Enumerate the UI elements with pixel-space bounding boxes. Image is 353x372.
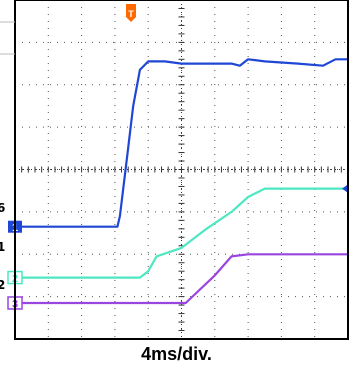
trigger-position-marker: T (126, 4, 136, 22)
traces (15, 58, 348, 305)
plot-border (14, 0, 349, 340)
left-cut-label-2: 1 (0, 240, 6, 254)
trace-channel-3 (15, 253, 348, 305)
x-axis-label: 4ms/div. (141, 344, 212, 364)
trace-channel-2 (15, 187, 348, 279)
grid (15, 0, 348, 339)
top-left-overlay (0, 21, 15, 55)
trace-channel-1 (15, 58, 348, 228)
left-cut-label-1: 6 (0, 201, 6, 215)
left-cut-label-3: 2 (0, 278, 6, 292)
svg-text:T: T (128, 9, 134, 19)
